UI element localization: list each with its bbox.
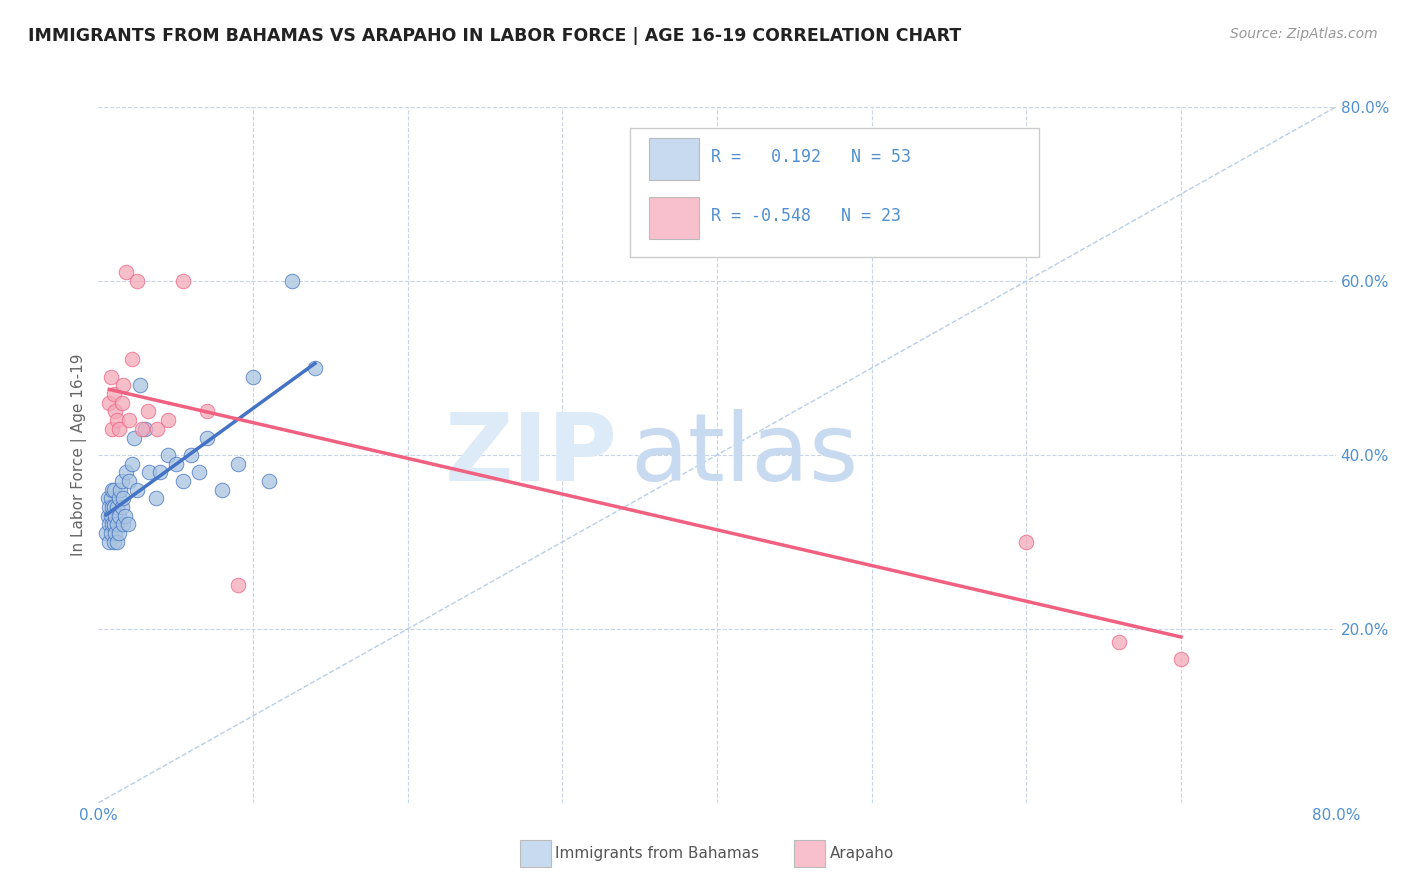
Point <box>127 483 149 497</box>
Point <box>118 474 141 488</box>
Point <box>105 534 128 549</box>
Point <box>145 491 167 506</box>
Point <box>115 265 138 279</box>
Text: Arapaho: Arapaho <box>830 847 894 861</box>
Point <box>103 534 125 549</box>
Point <box>97 508 120 523</box>
Point <box>107 491 129 506</box>
Point <box>101 483 124 497</box>
Point <box>96 526 118 541</box>
Point <box>100 491 122 506</box>
Point <box>129 378 152 392</box>
Point <box>149 466 172 480</box>
Point <box>107 508 129 523</box>
Point <box>1108 635 1130 649</box>
Point <box>98 500 121 514</box>
Point <box>1170 652 1192 666</box>
Point <box>101 422 124 436</box>
Point <box>97 491 120 506</box>
Point <box>101 500 124 514</box>
Point <box>281 274 304 288</box>
Point <box>114 508 136 523</box>
Point <box>173 474 195 488</box>
Point <box>105 500 128 514</box>
Text: IMMIGRANTS FROM BAHAMAS VS ARAPAHO IN LABOR FORCE | AGE 16-19 CORRELATION CHART: IMMIGRANTS FROM BAHAMAS VS ARAPAHO IN LA… <box>28 27 962 45</box>
Point <box>146 422 169 436</box>
Point <box>111 500 134 514</box>
Point <box>112 491 135 506</box>
Point <box>98 396 121 410</box>
Point <box>100 369 122 384</box>
Point <box>1015 534 1038 549</box>
Point <box>242 369 264 384</box>
Point <box>101 517 124 532</box>
Point <box>104 404 127 418</box>
Point <box>103 483 125 497</box>
Point <box>111 396 134 410</box>
Point <box>180 448 202 462</box>
Point <box>122 431 145 445</box>
Point <box>188 466 211 480</box>
Point <box>165 457 187 471</box>
Point <box>138 466 160 480</box>
Point <box>98 534 121 549</box>
Point <box>104 508 127 523</box>
Point <box>108 483 131 497</box>
Text: Immigrants from Bahamas: Immigrants from Bahamas <box>555 847 759 861</box>
Text: R = -0.548   N = 23: R = -0.548 N = 23 <box>711 207 901 226</box>
FancyBboxPatch shape <box>650 138 699 180</box>
Point <box>117 517 139 532</box>
Point <box>304 360 326 375</box>
Point <box>195 404 218 418</box>
Point <box>211 483 233 497</box>
Point <box>100 508 122 523</box>
Point <box>107 526 129 541</box>
Text: R =   0.192   N = 53: R = 0.192 N = 53 <box>711 148 911 166</box>
Point <box>105 413 128 427</box>
Point <box>195 431 218 445</box>
Point <box>111 474 134 488</box>
Point <box>115 466 138 480</box>
Point <box>118 413 141 427</box>
Point <box>257 474 280 488</box>
Point <box>136 404 159 418</box>
Point <box>131 422 153 436</box>
FancyBboxPatch shape <box>630 128 1039 257</box>
Point <box>121 352 143 367</box>
Point <box>173 274 195 288</box>
Point <box>121 457 143 471</box>
Point <box>98 517 121 532</box>
Point <box>226 578 249 592</box>
Point <box>103 517 125 532</box>
Point <box>112 378 135 392</box>
Point <box>103 500 125 514</box>
Text: Source: ZipAtlas.com: Source: ZipAtlas.com <box>1230 27 1378 41</box>
Point <box>134 422 156 436</box>
FancyBboxPatch shape <box>650 197 699 239</box>
Point <box>226 457 249 471</box>
Point <box>112 517 135 532</box>
Point <box>107 422 129 436</box>
Point <box>127 274 149 288</box>
Point <box>104 526 127 541</box>
Point <box>157 413 180 427</box>
Point <box>100 526 122 541</box>
Point <box>157 448 180 462</box>
Point <box>103 387 125 401</box>
Y-axis label: In Labor Force | Age 16-19: In Labor Force | Age 16-19 <box>72 353 87 557</box>
Point <box>105 517 128 532</box>
Text: atlas: atlas <box>630 409 859 501</box>
Text: ZIP: ZIP <box>446 409 619 501</box>
